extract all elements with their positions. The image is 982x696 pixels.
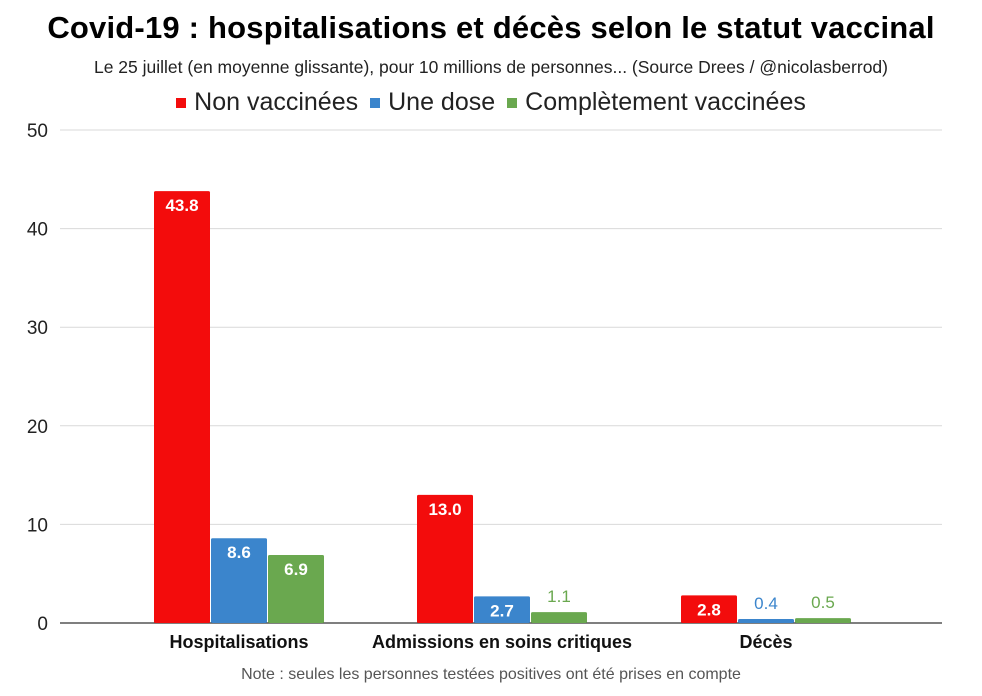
bar [531,612,587,623]
y-tick-label: 50 [27,121,48,142]
legend-label-non-vaccinees: Non vaccinées [194,88,359,116]
legend-item-completement-vaccinees: Complètement vaccinées [507,88,806,117]
y-tick-label: 0 [37,614,48,635]
legend-label-une-dose: Une dose [388,88,496,116]
legend-swatch-une-dose [370,97,381,108]
legend-item-non-vaccinees: Non vaccinées [176,88,358,117]
y-tick-label: 30 [27,318,48,339]
data-label: 1.1 [547,587,571,606]
bar [474,596,530,623]
data-label: 8.6 [227,543,251,562]
legend-swatch-non-vaccinees [176,97,187,108]
data-label: 0.4 [754,594,778,613]
data-label: 0.5 [811,593,835,612]
x-tick-label: Hospitalisations [169,632,308,652]
legend-item-une-dose: Une dose [370,88,495,117]
data-label: 2.8 [697,600,721,619]
data-label: 2.7 [490,601,514,620]
bar [681,595,737,623]
x-tick-label: Décès [739,632,792,652]
y-tick-label: 40 [27,220,48,241]
chart-note: Note : seules les personnes testées posi… [241,666,741,683]
bar [211,538,267,623]
legend-label-completement-vaccinees: Complètement vaccinées [525,88,806,116]
bar [154,191,210,623]
x-tick-label: Admissions en soins critiques [372,632,632,652]
y-tick-label: 10 [27,515,48,536]
chart-title: Covid-19 : hospitalisations et décès sel… [47,10,935,45]
bar [795,618,851,623]
bar [268,554,324,623]
data-label: 13.0 [428,500,461,519]
bar [417,494,473,623]
chart-subtitle: Le 25 juillet (en moyenne glissante), po… [93,57,888,77]
y-tick-label: 20 [27,417,48,438]
data-label: 43.8 [165,196,198,215]
legend-swatch-completement-vaccinees [507,97,518,108]
legend: Non vaccinées Une dose Complètement vacc… [0,88,982,117]
data-label: 6.9 [284,560,308,579]
bar [738,619,794,623]
